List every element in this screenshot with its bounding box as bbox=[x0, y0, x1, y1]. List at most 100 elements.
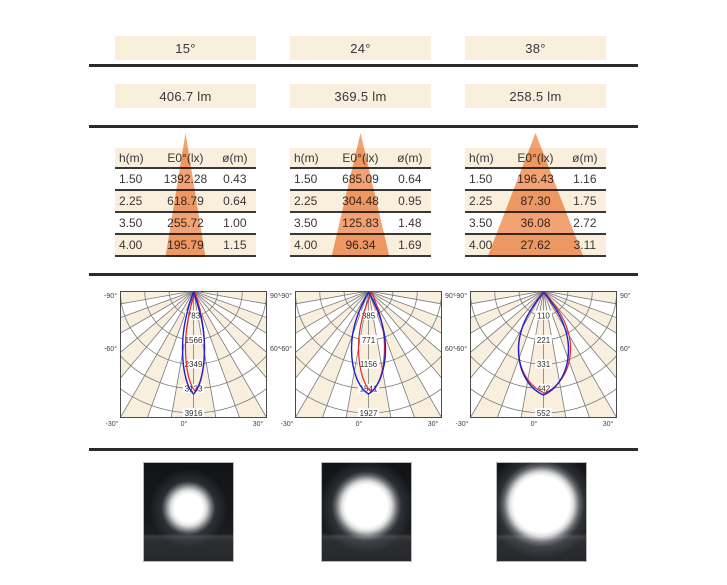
luminous-flux-badge: 406.7 lm bbox=[115, 84, 256, 108]
table-header-row: h(m) E0°(lx) ø(m) bbox=[290, 148, 431, 169]
axis-label: -30° bbox=[455, 421, 469, 428]
axis-label: 90° bbox=[445, 293, 456, 300]
luminous-flux-badge: 258.5 lm bbox=[465, 84, 606, 108]
table-cell: 2.25 bbox=[469, 194, 493, 208]
table-row: 3.50 36.08 2.72 bbox=[465, 213, 606, 235]
table-cell: 2.25 bbox=[119, 194, 143, 208]
svg-text:1566: 1566 bbox=[185, 336, 203, 345]
polar-diagram: -90° 90° -60° 60° -30° 0° 30° 385 771 1156… bbox=[270, 286, 470, 436]
beam-spot-photo bbox=[143, 462, 234, 562]
svg-text:1927: 1927 bbox=[360, 409, 378, 418]
table-cell: 1.00 bbox=[223, 216, 247, 230]
table-cell: 0.64 bbox=[223, 194, 247, 208]
svg-text:2349: 2349 bbox=[185, 360, 203, 369]
table-cell: 1.48 bbox=[398, 216, 422, 230]
table-cell: 3.11 bbox=[573, 238, 597, 252]
table-cell: 3.50 bbox=[294, 216, 318, 230]
axis-label: -60° bbox=[104, 346, 117, 353]
table-cell: 196.43 bbox=[517, 172, 554, 186]
divider-rule bbox=[89, 273, 638, 276]
table-cell: 27.62 bbox=[520, 238, 551, 252]
svg-text:385: 385 bbox=[362, 311, 376, 320]
illuminance-table: h(m) E0°(lx) ø(m) 1.50 685.09 0.64 2.25 304.48 0… bbox=[290, 133, 431, 257]
table-cell: 304.48 bbox=[342, 194, 379, 208]
table-cell: 2.72 bbox=[573, 216, 597, 230]
axis-label: -60° bbox=[279, 346, 292, 353]
beam-spot-photo bbox=[496, 462, 587, 562]
table-body: h(m) E0°(lx) ø(m) 1.50 1392.28 0.43 2.25 618.79… bbox=[115, 148, 256, 257]
table-cell: 1.50 bbox=[469, 172, 493, 186]
axis-label: 90° bbox=[270, 293, 281, 300]
axis-label: 0° bbox=[180, 421, 188, 428]
intensity-curve-blue bbox=[350, 291, 387, 395]
table-header-row: h(m) E0°(lx) ø(m) bbox=[465, 148, 606, 169]
table-cell: 1.69 bbox=[398, 238, 422, 252]
svg-text:1156: 1156 bbox=[360, 360, 378, 369]
polar-chart-area: 783 1566 2349 3133 3916 bbox=[120, 291, 267, 418]
table-header-row: h(m) E0°(lx) ø(m) bbox=[115, 148, 256, 169]
table-cell: 0.43 bbox=[223, 172, 247, 186]
svg-text:552: 552 bbox=[537, 409, 551, 418]
table-cell: 195.79 bbox=[167, 238, 204, 252]
table-cell: h(m) bbox=[119, 150, 144, 165]
light-spot bbox=[497, 463, 586, 561]
divider-rule bbox=[89, 125, 638, 128]
light-spot bbox=[322, 463, 411, 561]
axis-label: 30° bbox=[602, 421, 614, 428]
divider-rule bbox=[89, 448, 638, 451]
polar-intensity-chart: 110 221 331 442 552 bbox=[470, 291, 617, 418]
axis-label: 60° bbox=[620, 346, 631, 353]
illuminance-table: h(m) E0°(lx) ø(m) 1.50 1392.28 0.43 2.25 618.79… bbox=[115, 133, 256, 257]
beam-angle-badge: 38° bbox=[465, 36, 606, 60]
polar-diagram: -90° 90° -60° 60° -30° 0° 30° 783 1566 234… bbox=[95, 286, 295, 436]
table-cell: 2.25 bbox=[294, 194, 318, 208]
divider-rule bbox=[89, 64, 638, 67]
table-row: 3.50 125.83 1.48 bbox=[290, 213, 431, 235]
table-row: 2.25 304.48 0.95 bbox=[290, 191, 431, 213]
axis-label: -30° bbox=[105, 421, 119, 428]
table-cell: 125.83 bbox=[342, 216, 379, 230]
table-cell: 4.00 bbox=[294, 238, 318, 252]
axis-label: 60° bbox=[445, 346, 456, 353]
intensity-curve-blue bbox=[517, 291, 570, 396]
svg-text:331: 331 bbox=[537, 360, 551, 369]
table-row: 3.50 255.72 1.00 bbox=[115, 213, 256, 235]
axis-label: -90° bbox=[279, 293, 292, 300]
table-cell: 1.50 bbox=[294, 172, 318, 186]
table-row: 1.50 196.43 1.16 bbox=[465, 169, 606, 191]
table-row: 1.50 1392.28 0.43 bbox=[115, 169, 256, 191]
table-cell: 4.00 bbox=[119, 238, 143, 252]
axis-label: -90° bbox=[454, 293, 467, 300]
light-spot bbox=[144, 463, 233, 561]
svg-text:110: 110 bbox=[537, 311, 550, 320]
table-cell: 1.16 bbox=[573, 172, 597, 186]
table-cell: 96.34 bbox=[345, 238, 376, 252]
table-row: 2.25 87.30 1.75 bbox=[465, 191, 606, 213]
polar-chart-area: 385 771 1156 1541 1927 bbox=[295, 291, 442, 418]
axis-label: -90° bbox=[104, 293, 117, 300]
table-cell: 255.72 bbox=[167, 216, 204, 230]
beam-spot-photo bbox=[321, 462, 412, 562]
axis-label: 60° bbox=[270, 346, 281, 353]
svg-text:221: 221 bbox=[537, 336, 551, 345]
axis-label: 30° bbox=[252, 421, 264, 428]
table-body: h(m) E0°(lx) ø(m) 1.50 196.43 1.16 2.25 87.30 1.… bbox=[465, 148, 606, 257]
svg-text:3916: 3916 bbox=[185, 409, 203, 418]
axis-label: -30° bbox=[280, 421, 294, 428]
luminous-flux-badge: 369.5 lm bbox=[290, 84, 431, 108]
axis-label: 0° bbox=[530, 421, 538, 428]
table-cell: E0°(lx) bbox=[517, 150, 554, 165]
table-cell: ø(m) bbox=[572, 150, 598, 165]
table-cell: ø(m) bbox=[222, 150, 248, 165]
svg-text:442: 442 bbox=[537, 385, 551, 394]
table-row: 1.50 685.09 0.64 bbox=[290, 169, 431, 191]
polar-chart-area: 110 221 331 442 552 bbox=[470, 291, 617, 418]
intensity-curve-blue bbox=[181, 291, 206, 395]
table-cell: 1.75 bbox=[573, 194, 597, 208]
beam-angle-badge: 24° bbox=[290, 36, 431, 60]
table-cell: 4.00 bbox=[469, 238, 493, 252]
table-row: 4.00 195.79 1.15 bbox=[115, 235, 256, 257]
illuminance-table: h(m) E0°(lx) ø(m) 1.50 196.43 1.16 2.25 87.30 1.… bbox=[465, 133, 606, 257]
